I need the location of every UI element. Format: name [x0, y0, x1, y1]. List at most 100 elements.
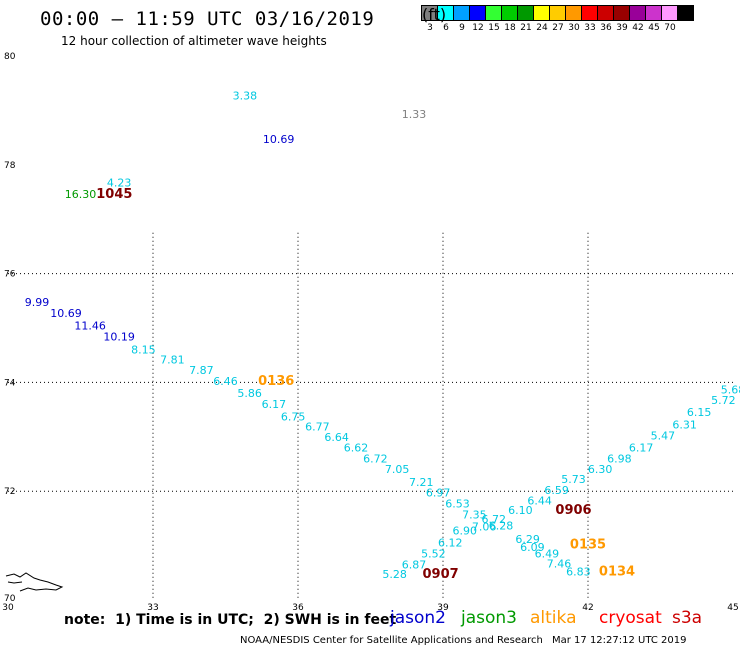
legend-label: 24 [536, 23, 548, 33]
wave-height-value: 1.33 [402, 108, 427, 121]
wave-height-value: 6.28 [489, 519, 514, 532]
wave-height-value: 6.17 [262, 398, 287, 411]
lat-tick-label: 76 [4, 270, 16, 280]
satellite-name: jason3 [461, 608, 517, 628]
legend-label: 12 [472, 23, 484, 33]
lat-tick-label: 80 [4, 52, 16, 62]
legend-label: 36 [600, 23, 612, 33]
legend-label: 70 [664, 23, 676, 33]
wave-height-value: 6.31 [672, 419, 697, 432]
wave-height-value: 6.59 [544, 484, 569, 497]
map-title: 00:00 – 11:59 UTC 03/16/2019 [40, 8, 375, 30]
legend-bin [677, 5, 694, 33]
legend-label: 3 [427, 23, 433, 33]
coastline [5, 572, 64, 592]
legend-label: 33 [584, 23, 596, 33]
lon-tick-label: 45 [727, 603, 738, 613]
legend-label: 45 [648, 23, 660, 33]
wave-height-value: 5.73 [561, 473, 586, 486]
wave-height-value: 6.97 [426, 487, 451, 500]
wave-height-value: 6.10 [508, 504, 533, 517]
wave-height-value: 9.99 [25, 296, 50, 309]
wave-height-value: 6.75 [281, 410, 306, 423]
footer-note: note: 1) Time is in UTC; 2) SWH is in fe… [64, 612, 397, 628]
wave-height-value: 10.69 [50, 307, 82, 320]
wave-height-value: 10.19 [103, 331, 135, 344]
pass-time-label: 0906 [555, 503, 591, 518]
pass-time-label: 0907 [422, 567, 458, 582]
wave-height-value: 6.83 [566, 566, 591, 579]
legend-label: 21 [520, 23, 532, 33]
wave-height-value: 7.05 [385, 463, 410, 476]
wave-height-value: 3.38 [233, 90, 258, 103]
wave-height-value: 5.47 [651, 430, 676, 443]
wave-height-value: 6.15 [687, 406, 712, 419]
wave-height-value: 4.23 [107, 177, 132, 190]
legend-label: 27 [552, 23, 564, 33]
lon-tick-label: 30 [2, 603, 14, 613]
legend-label: 9 [459, 23, 465, 33]
wave-height-value: 5.68 [721, 383, 740, 396]
wave-height-value: 6.53 [445, 498, 470, 511]
satellite-name: jason2 [390, 608, 446, 628]
legend-label: 42 [632, 23, 644, 33]
lon-tick-label: 36 [292, 603, 304, 613]
wave-height-value: 5.52 [421, 548, 446, 561]
credit-line: NOAA/NESDIS Center for Satellite Applica… [240, 635, 543, 646]
legend-swatch [677, 5, 694, 21]
satellite-name: altika [530, 608, 577, 628]
wave-height-value: 7.87 [189, 364, 214, 377]
wave-height-value: 6.72 [482, 513, 507, 526]
lon-tick-label: 33 [147, 603, 158, 613]
lat-tick-label: 72 [4, 487, 15, 497]
wave-height-value: 6.29 [515, 533, 540, 546]
wave-height-value: 6.12 [438, 537, 463, 550]
coastline-inlet [7, 581, 23, 584]
wave-height-value: 6.46 [213, 375, 238, 388]
pass-time-label: 0135 [570, 537, 606, 552]
legend-label: 39 [616, 23, 628, 33]
lon-tick-label: 39 [437, 603, 449, 613]
wave-height-legend: 3 6 9 12 15 18 21 24 27 30 33 36 39 42 45 70 [421, 5, 694, 33]
wave-height-value: 6.77 [305, 420, 330, 433]
wave-height-value: 6.62 [344, 441, 369, 454]
pass-time-label: 1045 [96, 187, 132, 202]
wave-height-value: 7.21 [409, 476, 434, 489]
wave-height-value: 6.30 [588, 463, 613, 476]
wave-height-value: 6.09 [520, 541, 545, 554]
wave-height-value: 7.06 [472, 520, 497, 533]
wave-height-value: 16.30 [65, 188, 97, 201]
wave-height-value: 6.87 [402, 558, 427, 571]
satellite-name: cryosat [599, 608, 662, 628]
wave-height-value: 5.72 [711, 394, 736, 407]
legend-label: 18 [504, 23, 516, 33]
lon-tick-label: 42 [582, 603, 593, 613]
legend-label: 30 [568, 23, 580, 33]
wave-height-value: 7.46 [547, 557, 572, 570]
wave-height-value: 7.35 [462, 508, 487, 521]
wave-height-value: 6.72 [363, 452, 388, 465]
wave-height-value: 6.17 [629, 441, 654, 454]
satellite-name: s3a [672, 608, 703, 628]
lat-tick-label: 78 [4, 161, 16, 171]
generation-timestamp: Mar 17 12:27:12 UTC 2019 [552, 635, 687, 646]
legend-label: 15 [488, 23, 500, 33]
pass-time-label: 0134 [599, 565, 635, 580]
wave-height-value: 6.98 [607, 452, 632, 465]
wave-height-value: 10.69 [263, 133, 295, 146]
lat-tick-label: 70 [4, 594, 16, 604]
wave-height-value: 6.44 [527, 494, 552, 507]
legend-label: 6 [443, 23, 449, 33]
wave-height-value: 5.86 [237, 387, 262, 400]
wave-height-value: 6.64 [324, 431, 349, 444]
wave-height-value: 8.15 [131, 344, 156, 357]
wave-height-value: 6.90 [453, 525, 478, 538]
legend-unit-label: (ft) [422, 5, 447, 24]
pass-time-label: 0136 [258, 374, 294, 389]
wave-height-value: 7.81 [160, 353, 185, 366]
wave-height-value: 11.46 [74, 320, 106, 333]
wave-height-value: 6.49 [535, 548, 560, 561]
map-subtitle: 12 hour collection of altimeter wave hei… [61, 34, 327, 48]
